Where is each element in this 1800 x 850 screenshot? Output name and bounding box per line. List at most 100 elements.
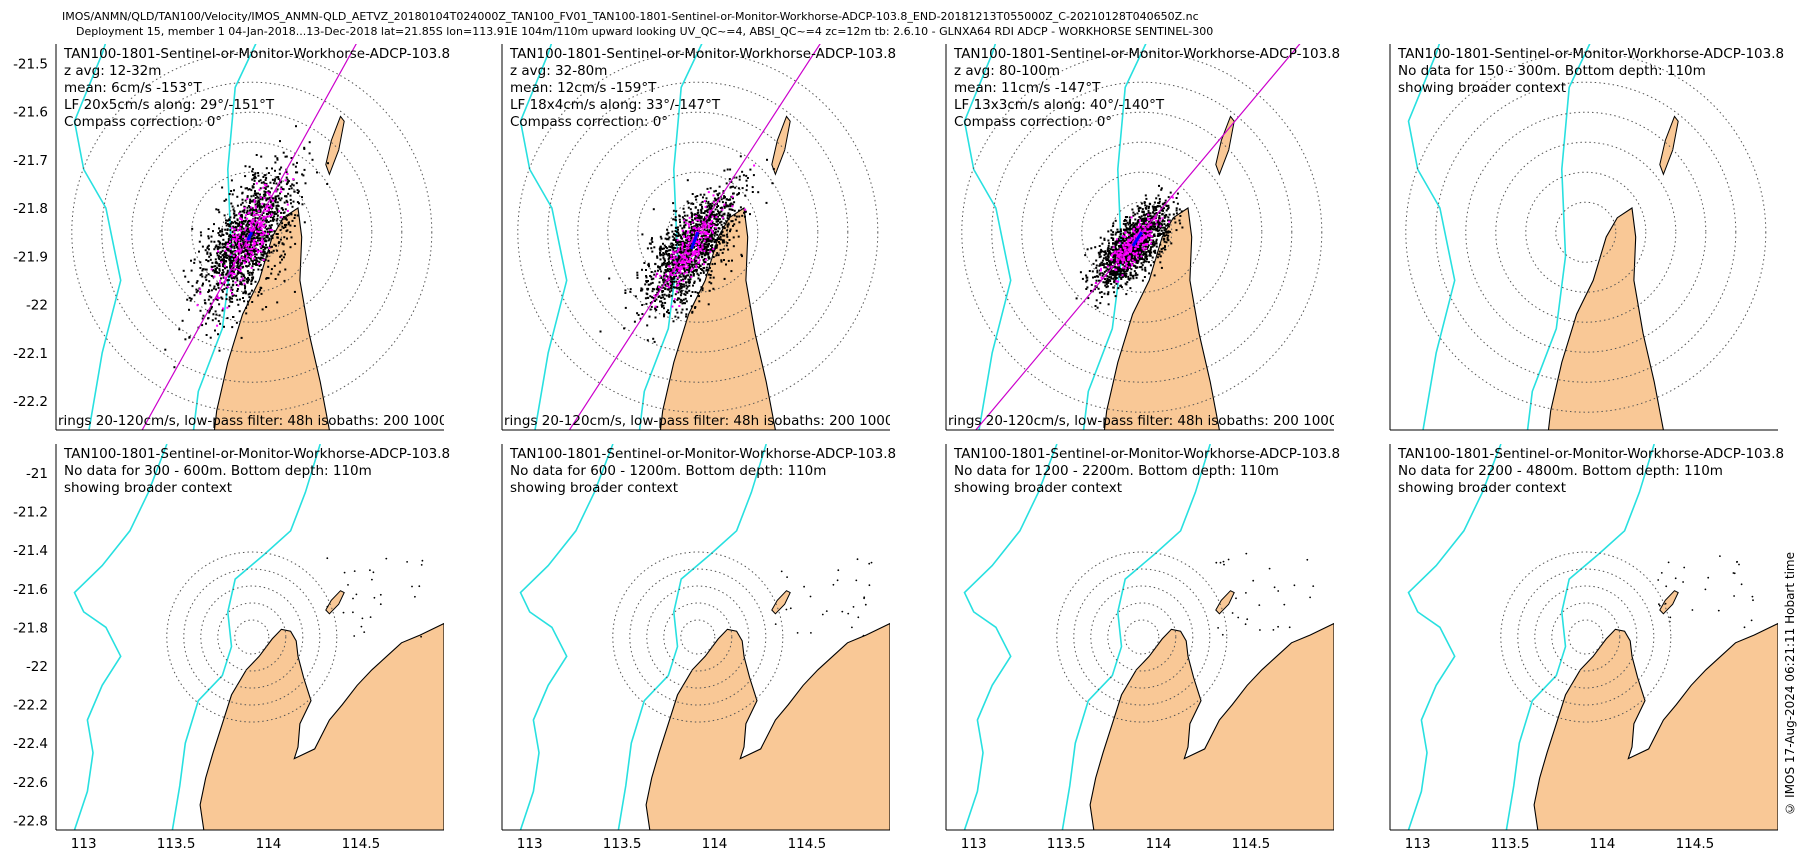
velocity-point	[232, 221, 234, 224]
velocity-point	[1117, 287, 1120, 290]
velocity-point	[716, 198, 719, 201]
velocity-point	[240, 231, 243, 233]
velocity-point	[650, 278, 653, 281]
lowpass-point	[1137, 242, 1140, 245]
velocity-point	[731, 259, 733, 262]
velocity-point	[264, 230, 266, 233]
lowpass-point	[271, 199, 274, 202]
velocity-point	[1100, 261, 1103, 264]
velocity-point	[196, 280, 199, 283]
lowpass-point	[217, 250, 219, 253]
velocity-point	[1088, 270, 1091, 272]
velocity-point	[282, 256, 285, 259]
velocity-point	[252, 183, 255, 186]
velocity-point	[267, 227, 270, 230]
velocity-point	[191, 285, 194, 288]
velocity-point	[1101, 264, 1104, 266]
velocity-point	[247, 240, 250, 243]
lowpass-point	[1155, 223, 1158, 226]
lowpass-point	[260, 223, 263, 226]
velocity-point	[663, 271, 666, 274]
velocity-point	[708, 238, 710, 241]
velocity-point	[690, 227, 693, 230]
lowpass-point	[1148, 230, 1151, 233]
velocity-point	[765, 201, 768, 204]
velocity-point	[1165, 234, 1168, 237]
lowpass-point	[664, 273, 667, 276]
panel-text-line: TAN100-1801-Sentinel-or-Monitor-Workhors…	[509, 46, 896, 62]
velocity-point	[677, 232, 680, 235]
lowpass-point	[253, 201, 256, 204]
velocity-point	[709, 276, 712, 279]
velocity-point	[1114, 259, 1117, 262]
lowpass-point	[682, 280, 685, 283]
velocity-point	[285, 171, 288, 174]
velocity-point	[651, 296, 653, 299]
speed-ring	[1051, 141, 1233, 323]
velocity-point	[654, 300, 656, 302]
lowpass-point	[263, 217, 266, 220]
lowpass-point	[681, 248, 684, 251]
velocity-point	[231, 289, 234, 292]
lowpass-point	[697, 245, 700, 248]
lowpass-point	[695, 266, 698, 269]
lowpass-point	[267, 205, 270, 207]
velocity-point	[237, 262, 239, 265]
velocity-point	[681, 264, 684, 266]
velocity-point	[222, 271, 225, 274]
velocity-point	[1129, 273, 1132, 276]
velocity-point	[290, 202, 292, 205]
lowpass-point	[1115, 259, 1118, 262]
velocity-point	[244, 175, 247, 178]
velocity-point	[670, 261, 673, 264]
velocity-point	[1114, 256, 1117, 259]
lowpass-point	[1124, 246, 1127, 249]
lowpass-point	[286, 173, 289, 175]
velocity-point	[1152, 228, 1155, 231]
velocity-point	[715, 254, 718, 257]
velocity-point	[272, 204, 275, 207]
velocity-point	[265, 167, 268, 170]
lowpass-point	[1131, 264, 1134, 267]
velocity-point	[276, 214, 279, 217]
lowpass-point	[654, 275, 657, 278]
velocity-point	[265, 243, 267, 246]
velocity-point	[210, 296, 213, 299]
velocity-point	[608, 277, 611, 280]
lowpass-point	[679, 253, 682, 256]
velocity-point	[1119, 270, 1122, 273]
velocity-point	[664, 269, 667, 271]
velocity-point	[238, 221, 241, 224]
velocity-point	[285, 155, 288, 158]
velocity-point	[1160, 222, 1163, 225]
velocity-point	[1151, 205, 1154, 208]
velocity-point	[657, 269, 659, 272]
velocity-point	[689, 239, 692, 242]
lowpass-point	[705, 231, 708, 234]
velocity-point	[690, 305, 693, 308]
velocity-point	[259, 198, 262, 201]
velocity-point	[256, 195, 259, 198]
velocity-point	[688, 269, 691, 272]
velocity-point	[678, 274, 681, 277]
velocity-point	[1141, 210, 1144, 213]
velocity-point	[242, 292, 245, 295]
velocity-point	[218, 271, 220, 274]
velocity-point	[231, 326, 234, 329]
velocity-point	[725, 220, 728, 223]
velocity-point	[663, 307, 665, 310]
lowpass-point	[243, 207, 246, 210]
velocity-point	[1164, 248, 1166, 251]
velocity-point	[686, 285, 689, 288]
lowpass-point	[219, 279, 222, 282]
velocity-point	[247, 264, 250, 267]
velocity-point	[659, 249, 662, 252]
velocity-point	[275, 195, 278, 198]
velocity-point	[1143, 222, 1145, 225]
velocity-point	[1147, 244, 1150, 247]
velocity-point	[692, 203, 695, 205]
velocity-point	[251, 178, 254, 181]
velocity-point	[649, 295, 652, 298]
velocity-point	[210, 307, 213, 310]
velocity-point	[277, 273, 280, 276]
